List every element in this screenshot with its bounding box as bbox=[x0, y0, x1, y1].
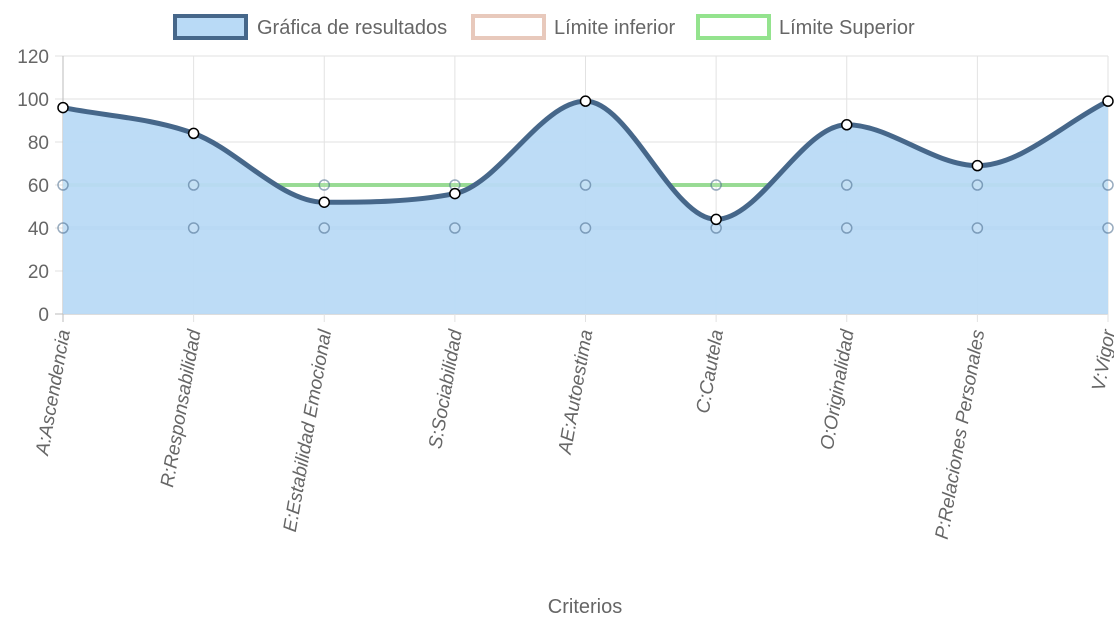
series-area-resultados bbox=[63, 101, 1108, 315]
x-tick-label: P:Relaciones Personales bbox=[932, 328, 990, 541]
x-tick-label: O:Originalidad bbox=[817, 327, 859, 452]
point-limite-superior[interactable] bbox=[57, 179, 69, 191]
x-tick-label: A:Ascendencia bbox=[32, 328, 75, 457]
point-resultados[interactable] bbox=[579, 95, 592, 107]
point-limite-superior[interactable] bbox=[710, 179, 722, 191]
point-resultados[interactable] bbox=[971, 159, 984, 172]
point-limite-superior[interactable] bbox=[579, 179, 592, 191]
legend-swatch-limite-inferior bbox=[471, 14, 546, 40]
legend-item-resultados[interactable]: Gráfica de resultados bbox=[173, 14, 447, 40]
y-tick-label: 0 bbox=[38, 305, 49, 326]
legend: Gráfica de resultados Límite inferior Lí… bbox=[173, 14, 915, 40]
y-tick-label: 40 bbox=[28, 219, 49, 240]
point-limite-superior[interactable] bbox=[841, 179, 853, 191]
y-tick-label: 120 bbox=[17, 47, 49, 68]
legend-swatch-resultados bbox=[173, 14, 248, 40]
legend-label-resultados: Gráfica de resultados bbox=[257, 17, 447, 39]
x-tick-label: S:Sociabilidad bbox=[425, 327, 467, 451]
legend-label-limite-inferior: Límite inferior bbox=[554, 17, 675, 39]
x-tick-label: V:Vigor bbox=[1089, 328, 1114, 393]
y-tick-label: 60 bbox=[28, 176, 49, 197]
y-tick-label: 20 bbox=[28, 262, 49, 283]
point-resultados[interactable] bbox=[187, 127, 200, 140]
x-tick-label: E:Estabilidad Emocional bbox=[280, 327, 336, 533]
point-limite-superior[interactable] bbox=[318, 179, 330, 191]
y-tick-label: 100 bbox=[17, 90, 49, 111]
points-layer bbox=[57, 95, 1114, 234]
y-tick-label: 80 bbox=[28, 133, 49, 154]
point-limite-inferior[interactable] bbox=[318, 222, 330, 234]
series-line-resultados bbox=[62, 98, 1110, 222]
point-limite-superior[interactable] bbox=[971, 179, 984, 191]
x-tick-label: R:Responsabilidad bbox=[157, 327, 206, 489]
point-resultados[interactable] bbox=[449, 187, 461, 200]
point-resultados[interactable] bbox=[841, 119, 853, 131]
point-limite-inferior[interactable] bbox=[449, 222, 461, 234]
point-limite-inferior[interactable] bbox=[57, 222, 69, 234]
legend-label-limite-superior: Límite Superior bbox=[779, 17, 915, 39]
x-axis-title: Criterios bbox=[548, 596, 622, 618]
x-tick-label: C:Cautela bbox=[693, 328, 728, 415]
point-resultados[interactable] bbox=[57, 101, 69, 114]
series-layer bbox=[62, 98, 1110, 315]
point-limite-inferior[interactable] bbox=[841, 222, 853, 234]
point-limite-inferior[interactable] bbox=[579, 222, 592, 234]
point-limite-inferior[interactable] bbox=[1102, 222, 1114, 234]
point-resultados[interactable] bbox=[710, 213, 722, 226]
legend-swatch-limite-superior bbox=[696, 14, 771, 40]
x-axis: A:Ascendencia R:Responsabilidad E:Estabili… bbox=[32, 327, 1114, 541]
y-axis: 0 20 40 60 80 100 120 bbox=[17, 47, 49, 326]
point-limite-superior[interactable] bbox=[187, 179, 200, 191]
point-limite-inferior[interactable] bbox=[971, 222, 984, 234]
point-limite-superior[interactable] bbox=[1102, 179, 1114, 191]
legend-item-limite-superior[interactable]: Límite Superior bbox=[696, 14, 915, 40]
point-resultados[interactable] bbox=[1102, 95, 1114, 107]
point-resultados[interactable] bbox=[318, 196, 330, 208]
point-limite-inferior[interactable] bbox=[187, 222, 200, 234]
x-tick-label: AE:Autoestima bbox=[555, 328, 598, 456]
legend-item-limite-inferior[interactable]: Límite inferior bbox=[471, 14, 675, 40]
